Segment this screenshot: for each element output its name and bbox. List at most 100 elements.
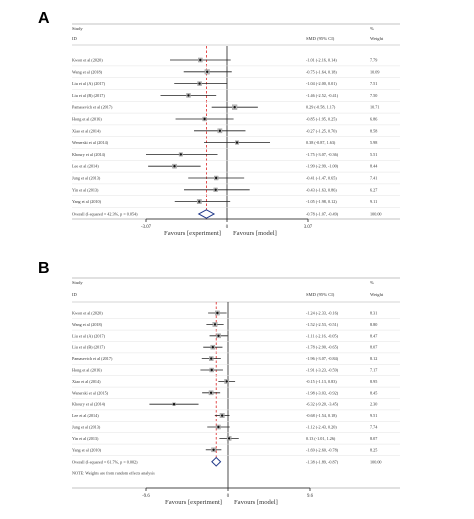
study-weight: 7.50 — [370, 93, 377, 98]
study-label: Khoury et al (2014) — [72, 152, 106, 157]
study-ci: -1.04 (-2.00, 0.01) — [306, 81, 337, 87]
study-point-estimate — [179, 153, 183, 156]
study-point-estimate — [217, 425, 220, 429]
study-point-estimate — [206, 70, 209, 74]
overall-ci: -1.38 (-1.89, -0.87) — [306, 459, 339, 465]
study-label: Jung et al (2013) — [72, 425, 101, 430]
study-point-estimate — [217, 334, 220, 337]
study-weight: 8.25 — [370, 447, 377, 452]
study-label: Yang et al (2010) — [72, 447, 102, 452]
study-label: Kwon et al (2020) — [72, 311, 103, 316]
overall-diamond — [211, 456, 222, 467]
study-label: Liu et al (B) (2017) — [72, 93, 105, 98]
study-label: Lee et al (2014) — [72, 413, 99, 418]
header-percent: % — [370, 280, 374, 285]
study-point-estimate — [210, 357, 213, 360]
study-weight: 7.41 — [370, 176, 377, 181]
header-percent: % — [370, 26, 374, 31]
study-label: Wang et al (2018) — [72, 69, 103, 74]
study-ci: -1.05 (-1.98, 0.12) — [306, 199, 337, 205]
study-label: Kwon et al (2020) — [72, 58, 103, 63]
study-weight: 10.71 — [370, 105, 379, 110]
study-weight: 7.79 — [370, 58, 377, 63]
study-point-estimate — [235, 141, 239, 144]
study-ci: -0.43 (-1.63, 0.86) — [306, 187, 337, 193]
x-axis-tick-label: -3.07 — [141, 225, 152, 230]
study-point-estimate — [199, 58, 202, 62]
overall-label: Overall (I-squared = 61.7%, p = 0.002) — [72, 459, 138, 465]
study-ci: -1.52 (-2.53, -0.51) — [306, 322, 339, 328]
forest-plot-a: A Study% ID SMD (95% CI) Weight Kwon et al (… — [0, 0, 474, 258]
x-axis-tick-label: 3.07 — [304, 225, 313, 230]
study-point-estimate — [214, 176, 218, 180]
study-weight: 9.51 — [370, 413, 377, 418]
study-ci: 0.29 (-0.58, 1.17) — [306, 105, 336, 111]
study-ci: -0.75 (-1.64, 0.18) — [306, 69, 337, 75]
study-weight: 5.51 — [370, 152, 377, 157]
study-point-estimate — [214, 188, 217, 191]
forest-plot-b: B Study% ID SMD (95% CI) Weight Kwon et al (… — [0, 258, 474, 519]
study-ci: -1.11 (-2.16, -0.05) — [306, 333, 339, 339]
study-label: Wang et al (2018) — [72, 322, 103, 327]
panel-letter-a: A — [38, 10, 50, 27]
overall-weight: 100.00 — [370, 211, 382, 216]
study-ci: -1.99 (-2.99, -1.00) — [306, 164, 339, 170]
header-study: Study — [72, 280, 83, 285]
study-ci: -1.96 (-3.07, -0.84) — [306, 356, 339, 362]
forest-plot-a-svg: Study % ID SMD (95% CI) Weight Kwon et al (20… — [72, 23, 400, 237]
x-axis-tick-label: -9.6 — [142, 494, 150, 499]
study-weight: 8.47 — [370, 333, 377, 338]
study-label: Pamasevich et al (2017) — [72, 356, 113, 361]
study-weight: 8.07 — [370, 436, 377, 441]
x-axis-tick-label: 0 — [226, 225, 229, 230]
study-label: Jung et al (2013) — [72, 176, 101, 181]
study-ci: -1.91 (-3.23, -0.59) — [306, 368, 339, 374]
study-point-estimate — [225, 380, 228, 383]
study-point-estimate — [212, 448, 215, 451]
study-weight: 8.58 — [370, 128, 377, 133]
study-ci: -0.41 (-1.47, 0.65) — [306, 176, 337, 182]
study-ci: -1.12 (-2.43, 0.20) — [306, 425, 337, 431]
study-weight: 7.17 — [370, 368, 377, 373]
study-ci: 0.38 (-0.87, 1.63) — [306, 140, 336, 146]
study-point-estimate — [173, 165, 176, 168]
study-weight: 6.86 — [370, 117, 377, 122]
study-point-estimate — [209, 391, 213, 394]
favours-experiment-label: Favours [experiment] — [165, 499, 222, 506]
study-ci: -0.68 (-1.54, 0.18) — [306, 413, 337, 419]
header-smd: SMD (95% CI) — [306, 292, 335, 297]
study-weight: 8.07 — [370, 345, 377, 350]
study-point-estimate — [227, 437, 231, 440]
favours-model-label: Favours [model] — [234, 499, 278, 506]
header-id: ID — [72, 292, 78, 297]
overall-ci: -0.78 (-1.07, -0.49) — [306, 211, 339, 217]
study-label: Yang et al (2010) — [72, 199, 102, 204]
study-label: Liu et al (A) (2017) — [72, 81, 106, 86]
header-id: ID — [72, 36, 78, 41]
overall-label: Overall (I-squared = 42.3%, p = 0.054) — [72, 211, 138, 217]
study-point-estimate — [216, 311, 219, 315]
study-weight: 2.30 — [370, 402, 377, 407]
study-weight: 8.31 — [370, 311, 377, 316]
study-ci: -0.27 (-1.25, 0.70) — [306, 128, 337, 134]
study-ci: -1.98 (-3.03, -0.92) — [306, 390, 339, 396]
study-weight: 10.09 — [370, 69, 379, 74]
study-point-estimate — [172, 403, 176, 406]
study-weight: 8.44 — [370, 164, 378, 169]
study-label: Lee et al (2014) — [72, 164, 99, 169]
study-label: Wenerski et al (2014) — [72, 140, 109, 145]
study-point-estimate — [213, 323, 217, 326]
favours-experiment-label: Favours [experiment] — [164, 230, 221, 237]
study-point-estimate — [211, 346, 214, 349]
study-ci: 0.13 (-1.01, 1.26) — [306, 436, 336, 442]
weights-note: NOTE: Weights are from random effects an… — [72, 471, 155, 476]
study-label: Khoury et al (2014) — [72, 402, 106, 407]
header-weight: Weight — [370, 36, 384, 41]
study-weight: 8.80 — [370, 322, 377, 327]
study-ci: -1.01 (-2.16, 0.14) — [306, 58, 337, 64]
study-point-estimate — [203, 117, 206, 121]
study-ci: -6.32 (-9.20, -3.45) — [306, 402, 339, 408]
study-label: Wanerski et al (2015) — [72, 390, 109, 395]
study-point-estimate — [198, 82, 201, 85]
study-ci: -1.69 (-2.60, -0.78) — [306, 447, 339, 453]
